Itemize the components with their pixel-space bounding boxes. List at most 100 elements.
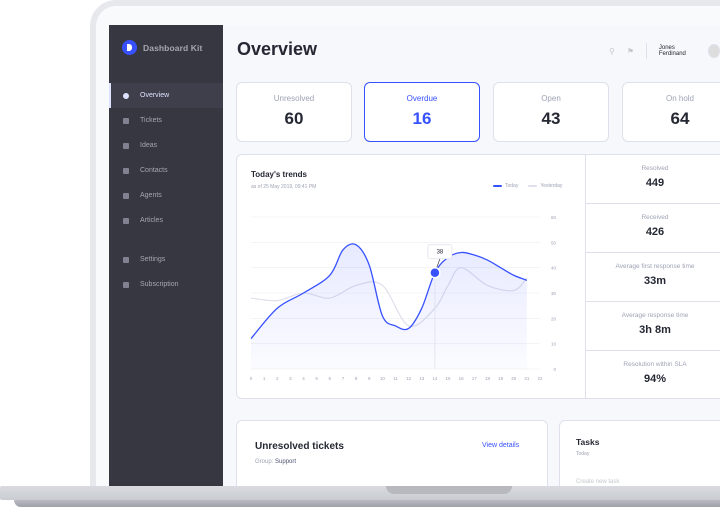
sidebar-item-label: Settings xyxy=(140,256,166,263)
side-stat-received: Received 426 xyxy=(586,204,720,253)
legend-swatch xyxy=(493,185,502,187)
stat-value: 43 xyxy=(541,109,561,128)
x-tick-label: 10 xyxy=(380,376,386,381)
page-title: Overview xyxy=(237,39,318,59)
gear-icon xyxy=(123,256,129,263)
search-icon[interactable]: ⚲ xyxy=(609,46,615,56)
stat-label: On hold xyxy=(665,94,695,103)
stat-card-unresolved[interactable]: Unresolved 60 xyxy=(236,82,352,142)
tasks-panel: Tasks Today Create new task xyxy=(559,420,720,487)
x-tick-label: 15 xyxy=(446,376,452,381)
sidebar-item-label: Tickets xyxy=(140,117,162,124)
x-tick-label: 16 xyxy=(459,376,465,381)
view-details-link[interactable]: View details xyxy=(482,442,520,449)
user-name[interactable]: Jones Ferdinand xyxy=(658,45,686,57)
stat-value: 16 xyxy=(412,109,432,128)
tickets-group: Group: Support xyxy=(255,459,296,465)
side-stat-label: Received xyxy=(641,214,669,221)
sidebar-item-ideas[interactable]: Ideas xyxy=(109,133,223,158)
tooltip-value: 38 xyxy=(437,250,444,256)
side-stat-value: 33m xyxy=(643,275,667,287)
stat-card-on-hold[interactable]: On hold 64 xyxy=(622,82,720,142)
x-tick-label: 4 xyxy=(302,376,305,381)
sidebar-item-subscription[interactable]: Subscription xyxy=(109,272,223,297)
header-divider xyxy=(646,43,647,59)
sidebar-item-tickets[interactable]: Tickets xyxy=(109,108,223,133)
y-tick-label: 50 xyxy=(551,240,557,245)
x-tick-label: 12 xyxy=(406,376,412,381)
x-tick-label: 17 xyxy=(472,376,478,381)
sidebar-item-agents[interactable]: Agents xyxy=(109,183,223,208)
pie-chart-icon xyxy=(123,92,129,99)
tickets-title: Unresolved tickets xyxy=(255,441,344,452)
y-tick-label: 40 xyxy=(551,266,557,271)
tooltip-box xyxy=(427,244,453,260)
side-stat-label: Average first response time xyxy=(615,263,695,270)
trends-title: Today's trends xyxy=(251,170,307,179)
side-stat-first-response: Average first response time 33m xyxy=(586,253,720,302)
tooltip-point xyxy=(429,266,441,279)
sidebar-item-contacts[interactable]: Contacts xyxy=(109,158,223,183)
sidebar-item-label: Contacts xyxy=(140,167,168,174)
series-area-today xyxy=(251,243,527,369)
sidebar-item-label: Subscription xyxy=(140,281,179,288)
tasks-subtitle: Today xyxy=(576,451,590,457)
ticket-icon xyxy=(123,117,129,124)
laptop-notch xyxy=(386,486,512,494)
side-stat-response-time: Average response time 3h 8m xyxy=(586,302,720,351)
x-tick-label: 9 xyxy=(368,376,371,381)
x-tick-label: 11 xyxy=(393,376,398,381)
legend-today[interactable]: Today xyxy=(493,183,518,189)
sidebar-item-label: Articles xyxy=(140,217,163,224)
sidebar-item-label: Ideas xyxy=(140,142,158,149)
trends-subtitle: as of 25 May 2019, 09:41 PM xyxy=(251,184,317,190)
lightbulb-icon xyxy=(123,142,129,149)
stat-card-overdue[interactable]: Overdue 16 xyxy=(364,82,480,142)
x-tick-label: 14 xyxy=(432,376,438,381)
subscription-icon xyxy=(123,281,129,288)
stat-value: 60 xyxy=(284,109,304,128)
sidebar-item-label: Overview xyxy=(140,92,170,99)
stat-value: 64 xyxy=(670,109,690,128)
stat-card-open[interactable]: Open 43 xyxy=(493,82,609,142)
screen: Dashboard Kit Overview Tickets Ideas Con… xyxy=(109,25,720,487)
sidebar-nav: Overview Tickets Ideas Contacts Agents A… xyxy=(109,83,223,297)
x-tick-label: 19 xyxy=(498,376,504,381)
legend-label: Yesterday xyxy=(540,183,563,189)
sidebar-item-label: Agents xyxy=(140,192,162,199)
stat-label: Unresolved xyxy=(273,94,315,103)
create-task-input[interactable]: Create new task xyxy=(576,479,620,485)
side-stat-value: 449 xyxy=(645,177,665,189)
y-tick-label: 20 xyxy=(551,316,557,321)
chart-legend: Today Yesterday xyxy=(493,183,562,189)
legend-yesterday[interactable]: Yesterday xyxy=(528,183,562,189)
y-tick-label: 10 xyxy=(551,342,557,347)
x-tick-label: 0 xyxy=(250,376,253,381)
side-stat-resolved: Resolved 449 xyxy=(586,155,720,204)
side-stat-sla: Resolution within SLA 94% xyxy=(586,351,720,400)
sidebar-item-overview[interactable]: Overview xyxy=(109,83,223,108)
sidebar-item-articles[interactable]: Articles xyxy=(109,208,223,233)
brand-logo-icon xyxy=(122,40,137,55)
x-tick-label: 1 xyxy=(263,376,266,381)
stat-label: Open xyxy=(541,94,561,103)
x-tick-label: 22 xyxy=(537,376,543,381)
x-tick-label: 21 xyxy=(524,376,530,381)
x-tick-label: 8 xyxy=(355,376,358,381)
bell-icon[interactable]: ⚑ xyxy=(626,46,635,56)
y-tick-label: 60 xyxy=(551,215,557,220)
side-stat-value: 426 xyxy=(645,226,665,238)
sidebar-item-settings[interactable]: Settings xyxy=(109,247,223,272)
side-stat-label: Resolved xyxy=(641,165,669,172)
header-actions: ⚲ ⚑ Jones Ferdinand xyxy=(609,43,720,59)
laptop-base-shadow xyxy=(14,500,720,507)
group-value: Support xyxy=(275,459,297,465)
avatar[interactable] xyxy=(708,44,720,58)
brand[interactable]: Dashboard Kit xyxy=(122,40,202,55)
legend-swatch xyxy=(528,185,538,187)
side-stat-label: Average response time xyxy=(621,312,689,319)
agent-icon xyxy=(123,192,129,199)
stat-label: Overdue xyxy=(406,94,438,103)
side-stat-label: Resolution within SLA xyxy=(623,361,687,368)
